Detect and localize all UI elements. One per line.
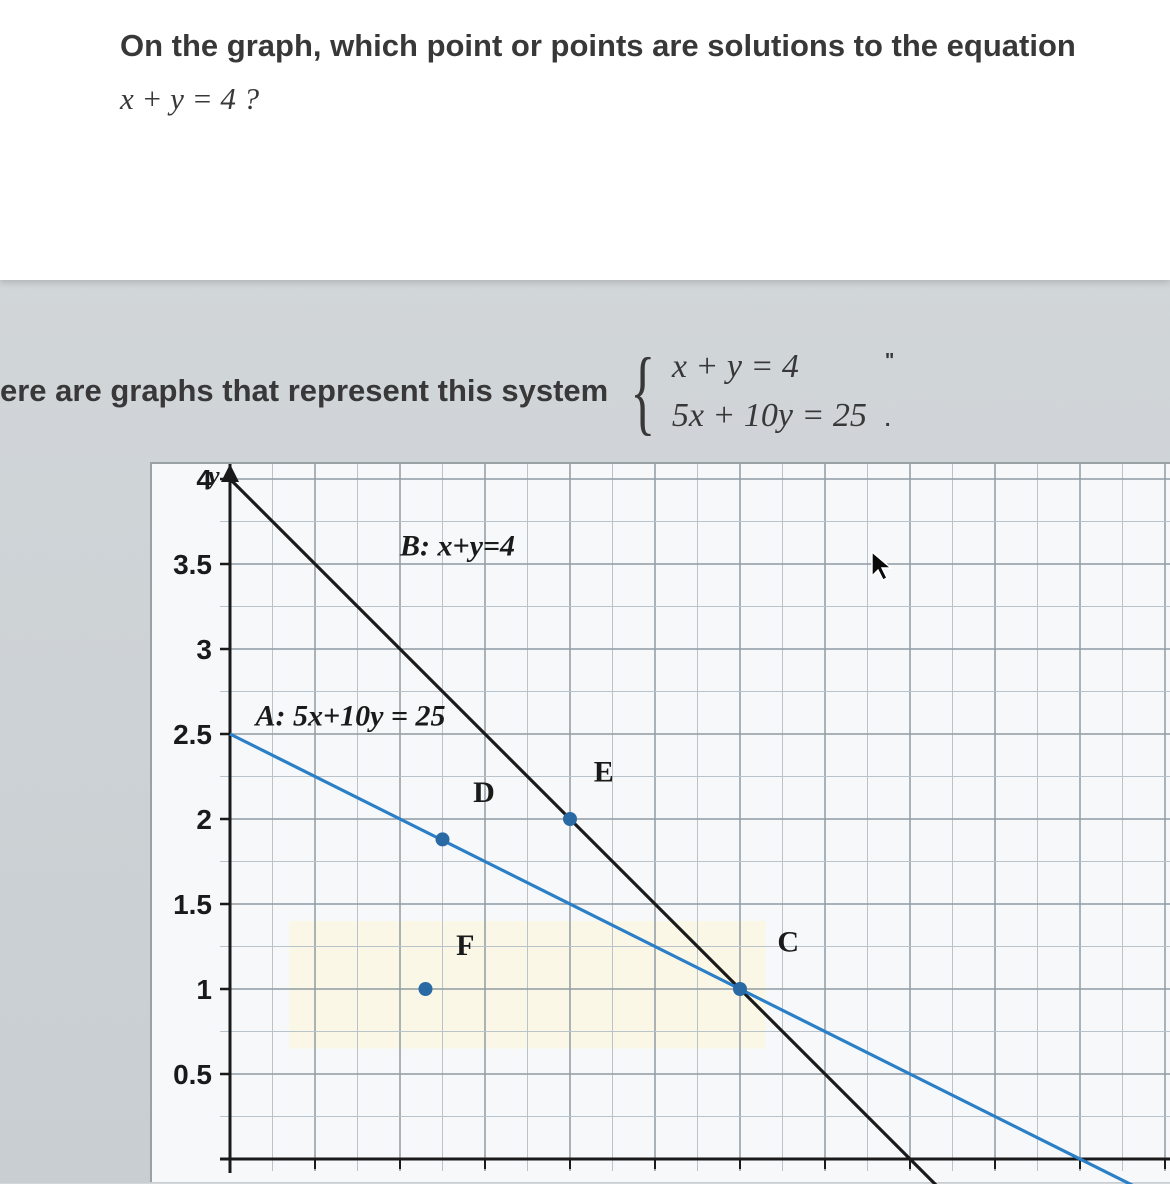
svg-text:F: F [456, 929, 474, 962]
svg-text:D: D [473, 776, 495, 809]
system-eq1: x + y = 4 [672, 342, 867, 391]
question-text: On the graph, which point or points are … [120, 20, 1076, 125]
brace-icon: { [630, 351, 655, 432]
svg-text:0.5: 0.5 [173, 1059, 212, 1090]
svg-text:4: 4 [196, 464, 212, 495]
svg-text:E: E [594, 756, 614, 789]
system-eq2: 5x + 10y = 25 [672, 391, 867, 440]
system-equations: x + y = 4 5x + 10y = 25 [672, 342, 867, 441]
question-equation: x + y = 4 ? [120, 73, 1076, 126]
svg-text:1: 1 [196, 974, 212, 1005]
graph-panel: y0.511.522.533.54B: x+y=4A: 5x+10y = 25D… [150, 462, 1170, 1182]
question-line1: On the graph, which point or points are … [120, 20, 1076, 73]
system-postfix: " . [885, 350, 894, 432]
svg-text:C: C [777, 926, 799, 959]
system-intro: ere are graphs that represent this syste… [0, 342, 894, 441]
svg-text:B: x+y=4: B: x+y=4 [399, 530, 515, 563]
svg-text:2.5: 2.5 [173, 719, 212, 750]
system-post-top: " [885, 350, 894, 373]
svg-text:3.5: 3.5 [173, 549, 212, 580]
svg-text:2: 2 [196, 804, 212, 835]
question-panel: On the graph, which point or points are … [0, 0, 1170, 280]
svg-text:1.5: 1.5 [173, 889, 212, 920]
svg-text:3: 3 [196, 634, 212, 665]
graph-svg: y0.511.522.533.54B: x+y=4A: 5x+10y = 25D… [152, 464, 1170, 1184]
system-post-bot: . [885, 409, 894, 432]
svg-text:A: 5x+10y = 25: A: 5x+10y = 25 [254, 700, 446, 733]
system-text: ere are graphs that represent this syste… [0, 373, 608, 409]
